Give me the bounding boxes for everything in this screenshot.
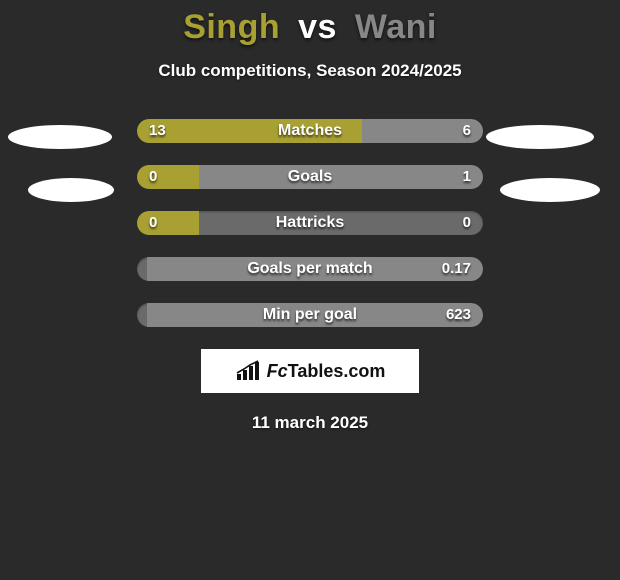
- logo-text-rest: Tables.com: [288, 361, 386, 381]
- stat-value-right: 623: [446, 303, 471, 327]
- title-vs: vs: [298, 8, 337, 46]
- logo-text: FcTables.com: [267, 361, 386, 382]
- bar-left: [137, 119, 362, 143]
- fctables-logo: FcTables.com: [201, 349, 419, 393]
- stat-value-left: 13: [149, 119, 166, 143]
- bar-track: [137, 303, 483, 327]
- avatar-placeholder: [8, 125, 112, 149]
- stat-value-left: 0: [149, 211, 157, 235]
- stat-row: Hattricks00: [137, 211, 483, 235]
- avatar-placeholder: [486, 125, 594, 149]
- chart-icon: [235, 360, 261, 382]
- stat-value-right: 6: [463, 119, 471, 143]
- date-label: 11 march 2025: [0, 413, 620, 433]
- stat-value-left: 0: [149, 165, 157, 189]
- title-player2: Wani: [355, 8, 437, 46]
- stat-row: Goals01: [137, 165, 483, 189]
- logo-text-fc: Fc: [267, 361, 288, 381]
- bar-right: [147, 257, 483, 281]
- avatar-placeholder: [28, 178, 114, 202]
- title-player1: Singh: [183, 8, 280, 46]
- bar-track: [137, 211, 483, 235]
- bar-track: [137, 119, 483, 143]
- bar-track: [137, 165, 483, 189]
- stat-value-right: 1: [463, 165, 471, 189]
- subtitle: Club competitions, Season 2024/2025: [0, 61, 620, 81]
- avatar-placeholder: [500, 178, 600, 202]
- stat-row: Goals per match0.17: [137, 257, 483, 281]
- page-title: Singh vs Wani: [0, 8, 620, 47]
- stat-row: Min per goal623: [137, 303, 483, 327]
- stat-value-right: 0: [463, 211, 471, 235]
- bar-right: [199, 165, 483, 189]
- comparison-chart: Matches136Goals01Hattricks00Goals per ma…: [0, 119, 620, 327]
- content: Singh vs Wani Club competitions, Season …: [0, 0, 620, 580]
- bar-left: [137, 165, 199, 189]
- stat-value-right: 0.17: [442, 257, 471, 281]
- stat-row: Matches136: [137, 119, 483, 143]
- bar-left: [137, 211, 199, 235]
- bar-right: [147, 303, 483, 327]
- bar-track: [137, 257, 483, 281]
